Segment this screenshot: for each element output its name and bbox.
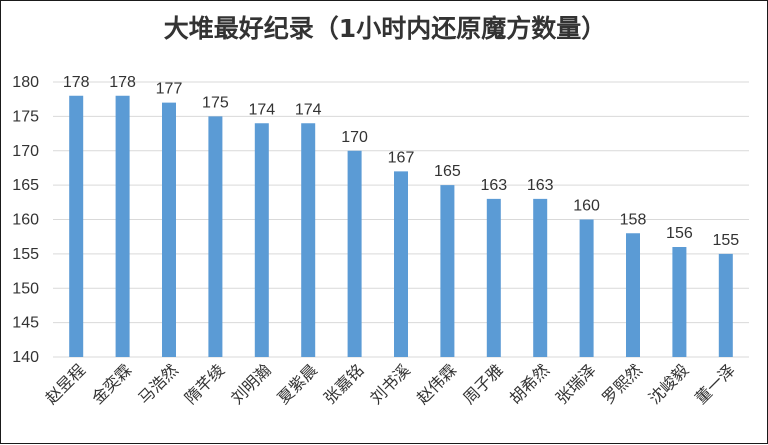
data-label: 163 [527, 177, 554, 194]
data-label: 163 [480, 177, 507, 194]
data-label: 156 [666, 225, 693, 242]
y-axis-ticks: 140 145 150 155 160 165 170 175 180 [12, 74, 39, 366]
y-tick-label: 155 [12, 246, 39, 263]
bar [347, 150, 362, 357]
data-label: 178 [109, 74, 136, 91]
bar [672, 247, 687, 357]
bars [69, 95, 733, 357]
bar [718, 253, 733, 357]
y-tick-label: 145 [12, 315, 39, 332]
data-label: 178 [63, 74, 90, 91]
bar [486, 198, 501, 357]
y-tick-label: 165 [12, 177, 39, 194]
data-label: 177 [156, 81, 183, 98]
x-tick-label: 赵昱程 [42, 360, 89, 407]
chart-title: 大堆最好纪录（1小时内还原魔方数量） [163, 14, 607, 43]
bar [533, 198, 548, 357]
data-label: 175 [202, 94, 229, 111]
bar [254, 123, 269, 357]
bar [440, 185, 455, 357]
bar [69, 95, 84, 357]
data-label: 155 [712, 232, 739, 249]
x-tick-label: 赵伟霖 [413, 360, 460, 407]
bar [394, 171, 408, 357]
y-tick-label: 170 [12, 143, 39, 160]
x-axis-ticks: 赵昱程 金奕霖 马浩然 隋芊绫 刘明瀚 夏紫晨 张嘉铭 刘书溪 赵伟霖 周子雅 胡希然 张瑞泽 罗熙然沈… [42, 360, 739, 407]
data-label: 170 [341, 129, 368, 146]
y-tick-label: 150 [12, 280, 39, 297]
y-tick-label: 140 [12, 349, 39, 366]
y-tick-label: 160 [12, 212, 39, 229]
x-tick-label: 隋芊绫 [181, 360, 228, 407]
x-tick-label: 胡希然 [506, 360, 553, 407]
data-labels: 178 178 177 175 174 174 170 167 165 163 163 160 158 1… [63, 74, 739, 249]
data-label: 167 [388, 149, 415, 166]
x-tick-label: 周子雅 [459, 360, 506, 407]
y-tick-label: 180 [12, 74, 39, 91]
bar [626, 233, 640, 357]
data-label: 158 [620, 211, 647, 228]
bar [208, 116, 223, 357]
x-tick-label: 刘书溪 [366, 360, 413, 407]
bar [162, 102, 176, 357]
x-tick-label: 张嘉铭 [320, 360, 367, 407]
bar [301, 123, 316, 357]
data-label: 160 [573, 198, 600, 215]
x-tick-label: 董一泽 [691, 360, 738, 407]
x-tick-label: 刘明瀚 [227, 360, 274, 407]
x-tick-label: 金奕霖 [88, 360, 135, 407]
x-tick-label: 马浩然 [134, 360, 181, 407]
x-tick-label: 张瑞泽 [552, 360, 599, 407]
x-tick-label: 罗熙然 [598, 360, 645, 407]
data-label: 174 [295, 101, 322, 118]
x-tick-label: 沈峻毅 [645, 360, 692, 407]
data-label: 165 [434, 163, 461, 180]
y-tick-label: 175 [12, 108, 39, 125]
bar [579, 219, 594, 357]
x-tick-label: 夏紫晨 [274, 360, 321, 407]
bar [115, 95, 130, 357]
data-label: 174 [248, 101, 275, 118]
